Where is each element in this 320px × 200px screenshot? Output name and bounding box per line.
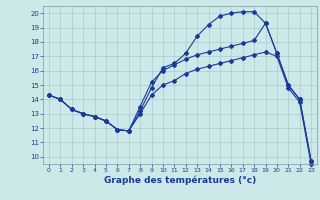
X-axis label: Graphe des températures (°c): Graphe des températures (°c) [104, 176, 256, 185]
